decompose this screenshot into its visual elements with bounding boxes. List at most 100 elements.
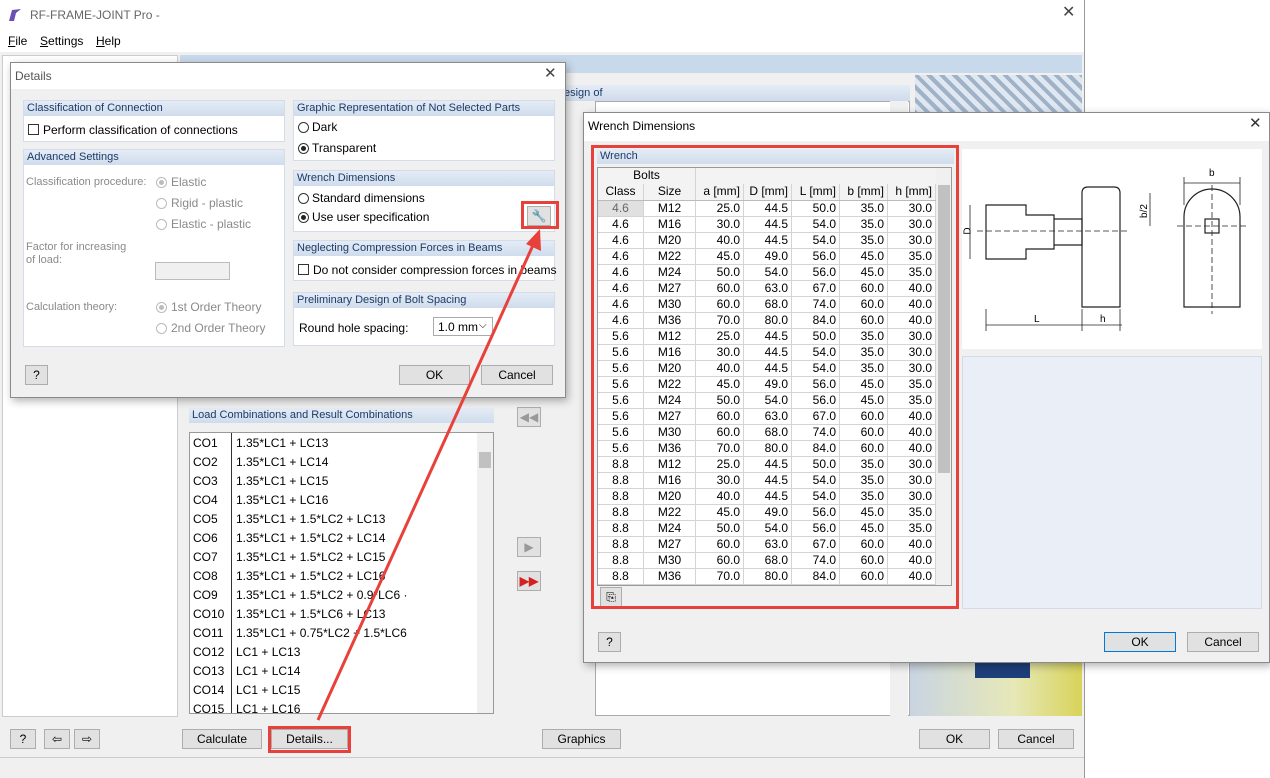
table-cell[interactable]: 5.6 — [598, 361, 644, 377]
table-cell[interactable]: 45.0 — [696, 505, 744, 521]
table-cell[interactable]: 67.0 — [792, 281, 840, 297]
table-cell[interactable]: 5.6 — [598, 393, 644, 409]
table-cell[interactable]: 56.0 — [792, 521, 840, 537]
table-cell[interactable]: 50.0 — [696, 521, 744, 537]
help-button[interactable]: ? — [598, 632, 621, 652]
table-cell[interactable]: M30 — [644, 553, 696, 569]
table-cell[interactable]: 8.8 — [598, 457, 644, 473]
table-cell[interactable]: 4.6 — [598, 249, 644, 265]
graphics-button[interactable]: Graphics — [542, 729, 621, 749]
table-cell[interactable]: 44.5 — [744, 201, 792, 217]
checkbox[interactable] — [298, 264, 309, 275]
table-cell[interactable]: 56.0 — [792, 265, 840, 281]
table-cell[interactable]: 40.0 — [888, 313, 936, 329]
table-cell[interactable]: 54.0 — [744, 265, 792, 281]
table-cell[interactable]: 54.0 — [792, 489, 840, 505]
table-cell[interactable]: 60.0 — [840, 537, 888, 553]
table-cell[interactable]: 60.0 — [840, 425, 888, 441]
menu-item[interactable]: File — [8, 34, 28, 48]
wrench-settings-button[interactable]: 🔧 — [527, 206, 551, 226]
table-cell[interactable]: 60.0 — [696, 297, 744, 313]
table-cell[interactable]: 8.8 — [598, 489, 644, 505]
table-cell[interactable]: 68.0 — [744, 553, 792, 569]
table-cell[interactable]: 30.0 — [888, 233, 936, 249]
menu-item[interactable]: Help — [96, 34, 121, 48]
table-cell[interactable]: 35.0 — [840, 233, 888, 249]
table-cell[interactable]: 35.0 — [888, 265, 936, 281]
table-cell[interactable]: 8.8 — [598, 537, 644, 553]
table-cell[interactable]: 60.0 — [696, 537, 744, 553]
table-cell[interactable]: 70.0 — [696, 441, 744, 457]
table-cell[interactable]: 44.5 — [744, 457, 792, 473]
table-cell[interactable]: 4.6 — [598, 217, 644, 233]
table-cell[interactable]: M36 — [644, 313, 696, 329]
table-cell[interactable]: M12 — [644, 201, 696, 217]
table-cell[interactable]: 35.0 — [840, 201, 888, 217]
table-cell[interactable]: M16 — [644, 217, 696, 233]
table-cell[interactable]: M22 — [644, 505, 696, 521]
table-cell[interactable]: M27 — [644, 281, 696, 297]
table-cell[interactable]: 5.6 — [598, 425, 644, 441]
close-button[interactable]: ✕ — [1062, 4, 1076, 21]
combination-expression[interactable]: 1.35*LC1 + 1.5*LC6 + LC13 — [236, 607, 386, 621]
table-cell[interactable]: 50.0 — [696, 393, 744, 409]
ok-button[interactable]: OK — [399, 365, 470, 385]
table-cell[interactable]: 40.0 — [888, 569, 936, 585]
table-cell[interactable]: 60.0 — [840, 409, 888, 425]
combination-id[interactable]: CO14 — [193, 683, 225, 697]
combination-expression[interactable]: 1.35*LC1 + LC15 — [236, 474, 329, 488]
table-cell[interactable]: 40.0 — [888, 553, 936, 569]
table-cell[interactable]: 60.0 — [840, 553, 888, 569]
table-cell[interactable]: 70.0 — [696, 569, 744, 585]
table-cell[interactable]: 30.0 — [888, 217, 936, 233]
combination-expression[interactable]: 1.35*LC1 + 1.5*LC2 + LC16 — [236, 569, 386, 583]
table-cell[interactable]: 45.0 — [840, 521, 888, 537]
combination-expression[interactable]: 1.35*LC1 + 1.5*LC2 + 0.9*LC6 · — [236, 588, 408, 602]
table-cell[interactable]: M12 — [644, 329, 696, 345]
ok-button[interactable]: OK — [1104, 632, 1176, 652]
table-cell[interactable]: 40.0 — [888, 441, 936, 457]
table-cell[interactable]: 54.0 — [792, 473, 840, 489]
spin-input[interactable] — [155, 262, 230, 280]
next-button[interactable]: ⇨ — [74, 729, 100, 749]
combination-id[interactable]: CO11 — [193, 626, 224, 640]
table-cell[interactable]: 56.0 — [792, 393, 840, 409]
table-cell[interactable]: 44.5 — [744, 489, 792, 505]
scrollbar[interactable] — [477, 433, 493, 713]
table-cell[interactable]: 74.0 — [792, 297, 840, 313]
table-cell[interactable]: 49.0 — [744, 249, 792, 265]
table-cell[interactable]: 30.0 — [888, 345, 936, 361]
table-cell[interactable]: 56.0 — [792, 249, 840, 265]
table-cell[interactable]: 84.0 — [792, 441, 840, 457]
close-button[interactable]: ✕ — [1249, 115, 1262, 132]
table-cell[interactable]: M24 — [644, 265, 696, 281]
table-cell[interactable]: M27 — [644, 537, 696, 553]
radio[interactable] — [156, 198, 167, 209]
combination-id[interactable]: CO13 — [193, 664, 225, 678]
table-cell[interactable]: 45.0 — [840, 505, 888, 521]
add-button[interactable]: ▶ — [517, 537, 541, 557]
table-cell[interactable]: 56.0 — [792, 377, 840, 393]
table-cell[interactable]: 60.0 — [840, 281, 888, 297]
table-cell[interactable]: 4.6 — [598, 281, 644, 297]
table-cell[interactable]: 30.0 — [888, 473, 936, 489]
radio[interactable] — [298, 193, 309, 204]
scrollbar-thumb[interactable] — [479, 452, 491, 468]
table-cell[interactable]: 50.0 — [792, 201, 840, 217]
calculate-button[interactable]: Calculate — [182, 729, 262, 749]
table-cell[interactable]: 49.0 — [744, 377, 792, 393]
table-cell[interactable]: 5.6 — [598, 409, 644, 425]
table-cell[interactable]: 74.0 — [792, 425, 840, 441]
table-cell[interactable]: 44.5 — [744, 345, 792, 361]
table-cell[interactable]: 44.5 — [744, 361, 792, 377]
table-cell[interactable]: 35.0 — [888, 521, 936, 537]
table-cell[interactable]: 54.0 — [744, 393, 792, 409]
table-cell[interactable]: 35.0 — [888, 249, 936, 265]
table-cell[interactable]: 30.0 — [696, 473, 744, 489]
table-cell[interactable]: 40.0 — [696, 361, 744, 377]
table-cell[interactable]: 45.0 — [840, 249, 888, 265]
combination-expression[interactable]: 1.35*LC1 + 1.5*LC2 + LC14 — [236, 531, 386, 545]
table-cell[interactable]: 45.0 — [696, 377, 744, 393]
table-cell[interactable]: 35.0 — [888, 377, 936, 393]
table-cell[interactable]: 30.0 — [888, 457, 936, 473]
